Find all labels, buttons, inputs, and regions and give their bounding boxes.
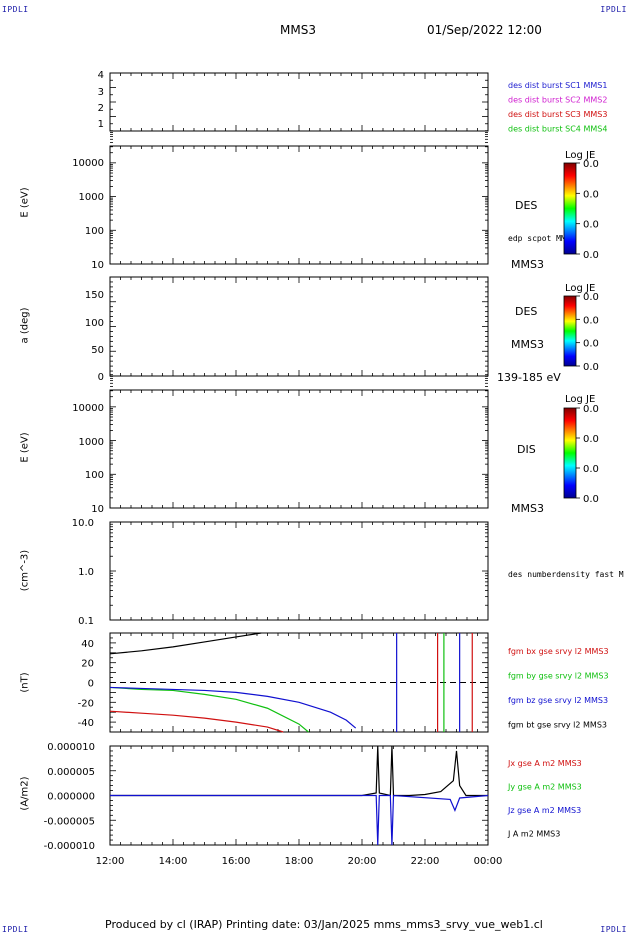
fgm-tick-label: 0 [88,679,94,690]
fgm-legend-item: fgm by gse srvy l2 MMS3 [508,672,609,681]
fgm-series-line [109,632,262,655]
corner-label-bottom-right: IPDLI [600,925,627,934]
fgm-legend-item: fgm bz gse srvy l2 MMS3 [508,696,608,705]
current-tick-label: -0.000010 [44,841,95,852]
burst-tick-label: 4 [98,70,104,81]
time-tick-label: 22:00 [411,856,440,867]
des-energy-tick-label: 10000 [72,158,104,169]
fgm-series-line [109,686,357,729]
fgm-tick-label: -40 [78,718,94,729]
colorbar-tick-label: 0.0 [583,434,599,445]
des-energy-tick-label: 1000 [79,192,104,203]
fgm-series-line [109,710,284,733]
current-series-line [110,794,489,846]
current-legend-item: J A m2 MMS3 [507,830,560,839]
burst-legend-item: des dist burst SC1 MMS1 [508,81,607,90]
colorbar-tick-label: 0.0 [583,464,599,475]
dis-energy-tick-label: 10000 [72,403,104,414]
burst-legend-item: des dist burst SC3 MMS3 [508,110,607,119]
des-pitch-sc-label: MMS3 [511,338,544,351]
colorbar [563,162,577,255]
colorbar-tick-label: 0.0 [583,220,599,231]
colorbar-tick-label: 0.0 [583,159,599,170]
burst-panel-frame [109,72,489,132]
density-tick-label: 0.1 [78,616,94,627]
colorbar-tick-label: 0.0 [583,292,599,303]
density-panel-frame [109,521,489,621]
fgm-tick-label: 20 [81,659,94,670]
datetime-title: 01/Sep/2022 12:00 [427,23,542,37]
des-pitch-tick-label: 50 [91,345,104,356]
current-legend-item: Jz gse A m2 MMS3 [507,806,581,815]
colorbar-tick-label: 0.0 [583,362,599,373]
density-tick-label: 1.0 [78,567,94,578]
density-legend-label: des numberdensity fast M [508,570,624,579]
dis-energy-panel-frame [109,389,489,509]
burst-tick-label: 2 [98,103,104,114]
des-pitch-tick-label: 0 [98,372,104,383]
dis-sc-label: MMS3 [511,502,544,515]
des-energy-tick-label: 100 [85,226,104,237]
spacecraft-title: MMS3 [280,23,316,37]
burst-legend-item: des dist burst SC4 MMS4 [508,125,607,134]
scpot-label: edp scpot MMS3 [508,234,576,243]
fgm-tick-label: 40 [81,639,94,650]
pitch-energy-range-label: 139-185 eV [497,371,561,384]
corner-label-top-right: IPDLI [600,5,627,14]
corner-label-bottom-left: IPDLI [2,925,29,934]
colorbar-tick-label: 0.0 [583,494,599,505]
current-tick-label: 0.000010 [47,742,95,753]
colorbar-tick-label: 0.0 [583,250,599,261]
colorbar-tick-label: 0.0 [583,339,599,350]
time-tick-label: 20:00 [348,856,377,867]
dis-energy-tick-label: 1000 [79,437,104,448]
fgm-tick-label: -20 [78,698,94,709]
current-tick-label: 0.000005 [47,767,95,778]
colorbar [563,295,577,367]
des-pitch-panel-frame [109,276,489,377]
burst-tick-label: 3 [98,87,104,98]
fgm-legend-item: fgm bx gse srvy l2 MMS3 [508,647,609,656]
des-energy-tick-label: 10 [91,260,104,271]
colorbar-tick-label: 0.0 [583,189,599,200]
colorbar [563,407,577,499]
des-energy-colorbar-title: Log JE [565,150,596,161]
current-legend-item: Jy gse A m2 MMS3 [507,783,582,792]
time-tick-label: 16:00 [222,856,251,867]
time-tick-label: 14:00 [159,856,188,867]
burst-legend-item: des dist burst SC2 MMS2 [508,96,607,105]
dis-energy-tick-label: 100 [85,470,104,481]
current-series-line [110,745,488,797]
current-tick-label: 0.000000 [47,792,95,803]
corner-label-top-left: IPDLI [2,5,29,14]
time-tick-label: 18:00 [285,856,314,867]
des-energy-sc-label: MMS3 [511,258,544,271]
des-pitch-instrument-label: DES [515,305,538,318]
time-tick-label: 00:00 [474,856,503,867]
des-pitch-tick-label: 100 [85,318,104,329]
fgm-legend-item: fgm bt gse srvy l2 MMS3 [508,721,607,730]
des-pitch-colorbar-title: Log JE [565,283,596,294]
des-instrument-label: DES [515,199,538,212]
fgm-series-line [109,686,309,733]
dis-energy-tick-label: 10 [91,504,104,515]
density-tick-label: 10.0 [72,518,94,529]
des-pitch-tick-label: 150 [85,290,104,301]
current-tick-label: -0.000005 [44,816,95,827]
footer-credits: Produced by cl (IRAP) Printing date: 03/… [105,918,543,931]
colorbar-tick-label: 0.0 [583,404,599,415]
burst-tick-label: 1 [98,119,104,130]
dis-energy-colorbar-title: Log JE [565,394,596,405]
dis-instrument-label: DIS [517,443,536,456]
current-legend-item: Jx gse A m2 MMS3 [507,759,582,768]
des-energy-panel-frame [109,145,489,265]
colorbar-tick-label: 0.0 [583,315,599,326]
time-tick-label: 12:00 [96,856,125,867]
